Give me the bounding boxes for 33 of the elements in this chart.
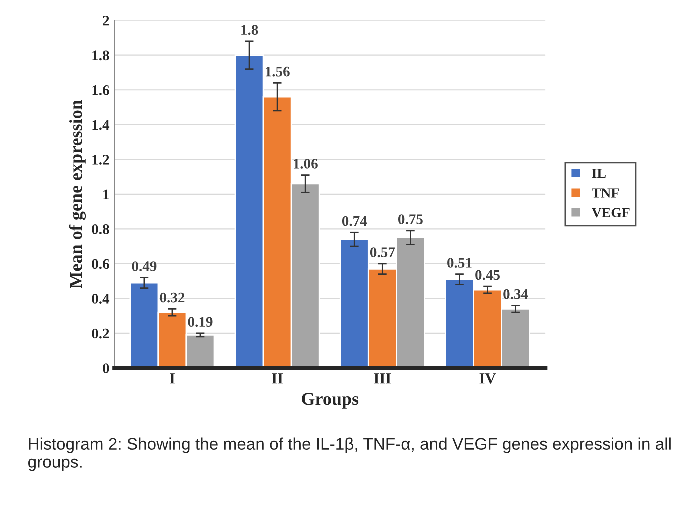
y-tick-label: 1 — [104, 190, 110, 200]
data-label: 1.8 — [242, 25, 258, 36]
data-label: 0.51 — [448, 258, 472, 268]
y-tick-label: 1.2 — [92, 155, 110, 165]
y-axis-title: Mean of gene expression — [69, 100, 86, 288]
y-tick-label: 1.4 — [92, 120, 110, 130]
y-tick-label: 0.8 — [92, 224, 110, 234]
x-tick-label: IV — [480, 374, 496, 384]
data-label: 1.06 — [294, 159, 318, 169]
data-label: 0.34 — [504, 289, 528, 300]
y-tick-label: 0.6 — [92, 259, 110, 270]
text: Histogram 2: Showing the mean of the IL-1β, TNF-α, and VEGF genes expression in all groups. — [28, 438, 671, 472]
y-tick-label: 0 — [103, 364, 110, 374]
data-label: 1.56 — [266, 66, 290, 77]
x-tick-label: II — [272, 374, 284, 384]
x-tick-label: I — [170, 374, 175, 384]
data-label: 0.75 — [398, 214, 423, 225]
legend-label: IL — [592, 169, 606, 178]
x-tick-label: III — [374, 374, 392, 384]
y-tick-label: 0.2 — [92, 328, 110, 339]
legend-label: VEGF — [592, 208, 630, 218]
data-label: 0.49 — [132, 262, 157, 272]
y-tick-label: 1.6 — [92, 86, 110, 96]
data-label: 0.74 — [342, 216, 368, 226]
data-label: 0.19 — [188, 317, 213, 328]
y-tick-label: 2 — [103, 16, 110, 26]
y-tick-label: 0.4 — [92, 294, 110, 304]
legend-label: TNF — [592, 188, 619, 198]
data-label: 0.57 — [370, 248, 396, 258]
x-axis-title: Groups — [302, 393, 359, 409]
data-label: 0.45 — [476, 270, 500, 280]
data-label: 0.32 — [160, 292, 185, 303]
y-tick-label: 1.8 — [92, 50, 110, 61]
